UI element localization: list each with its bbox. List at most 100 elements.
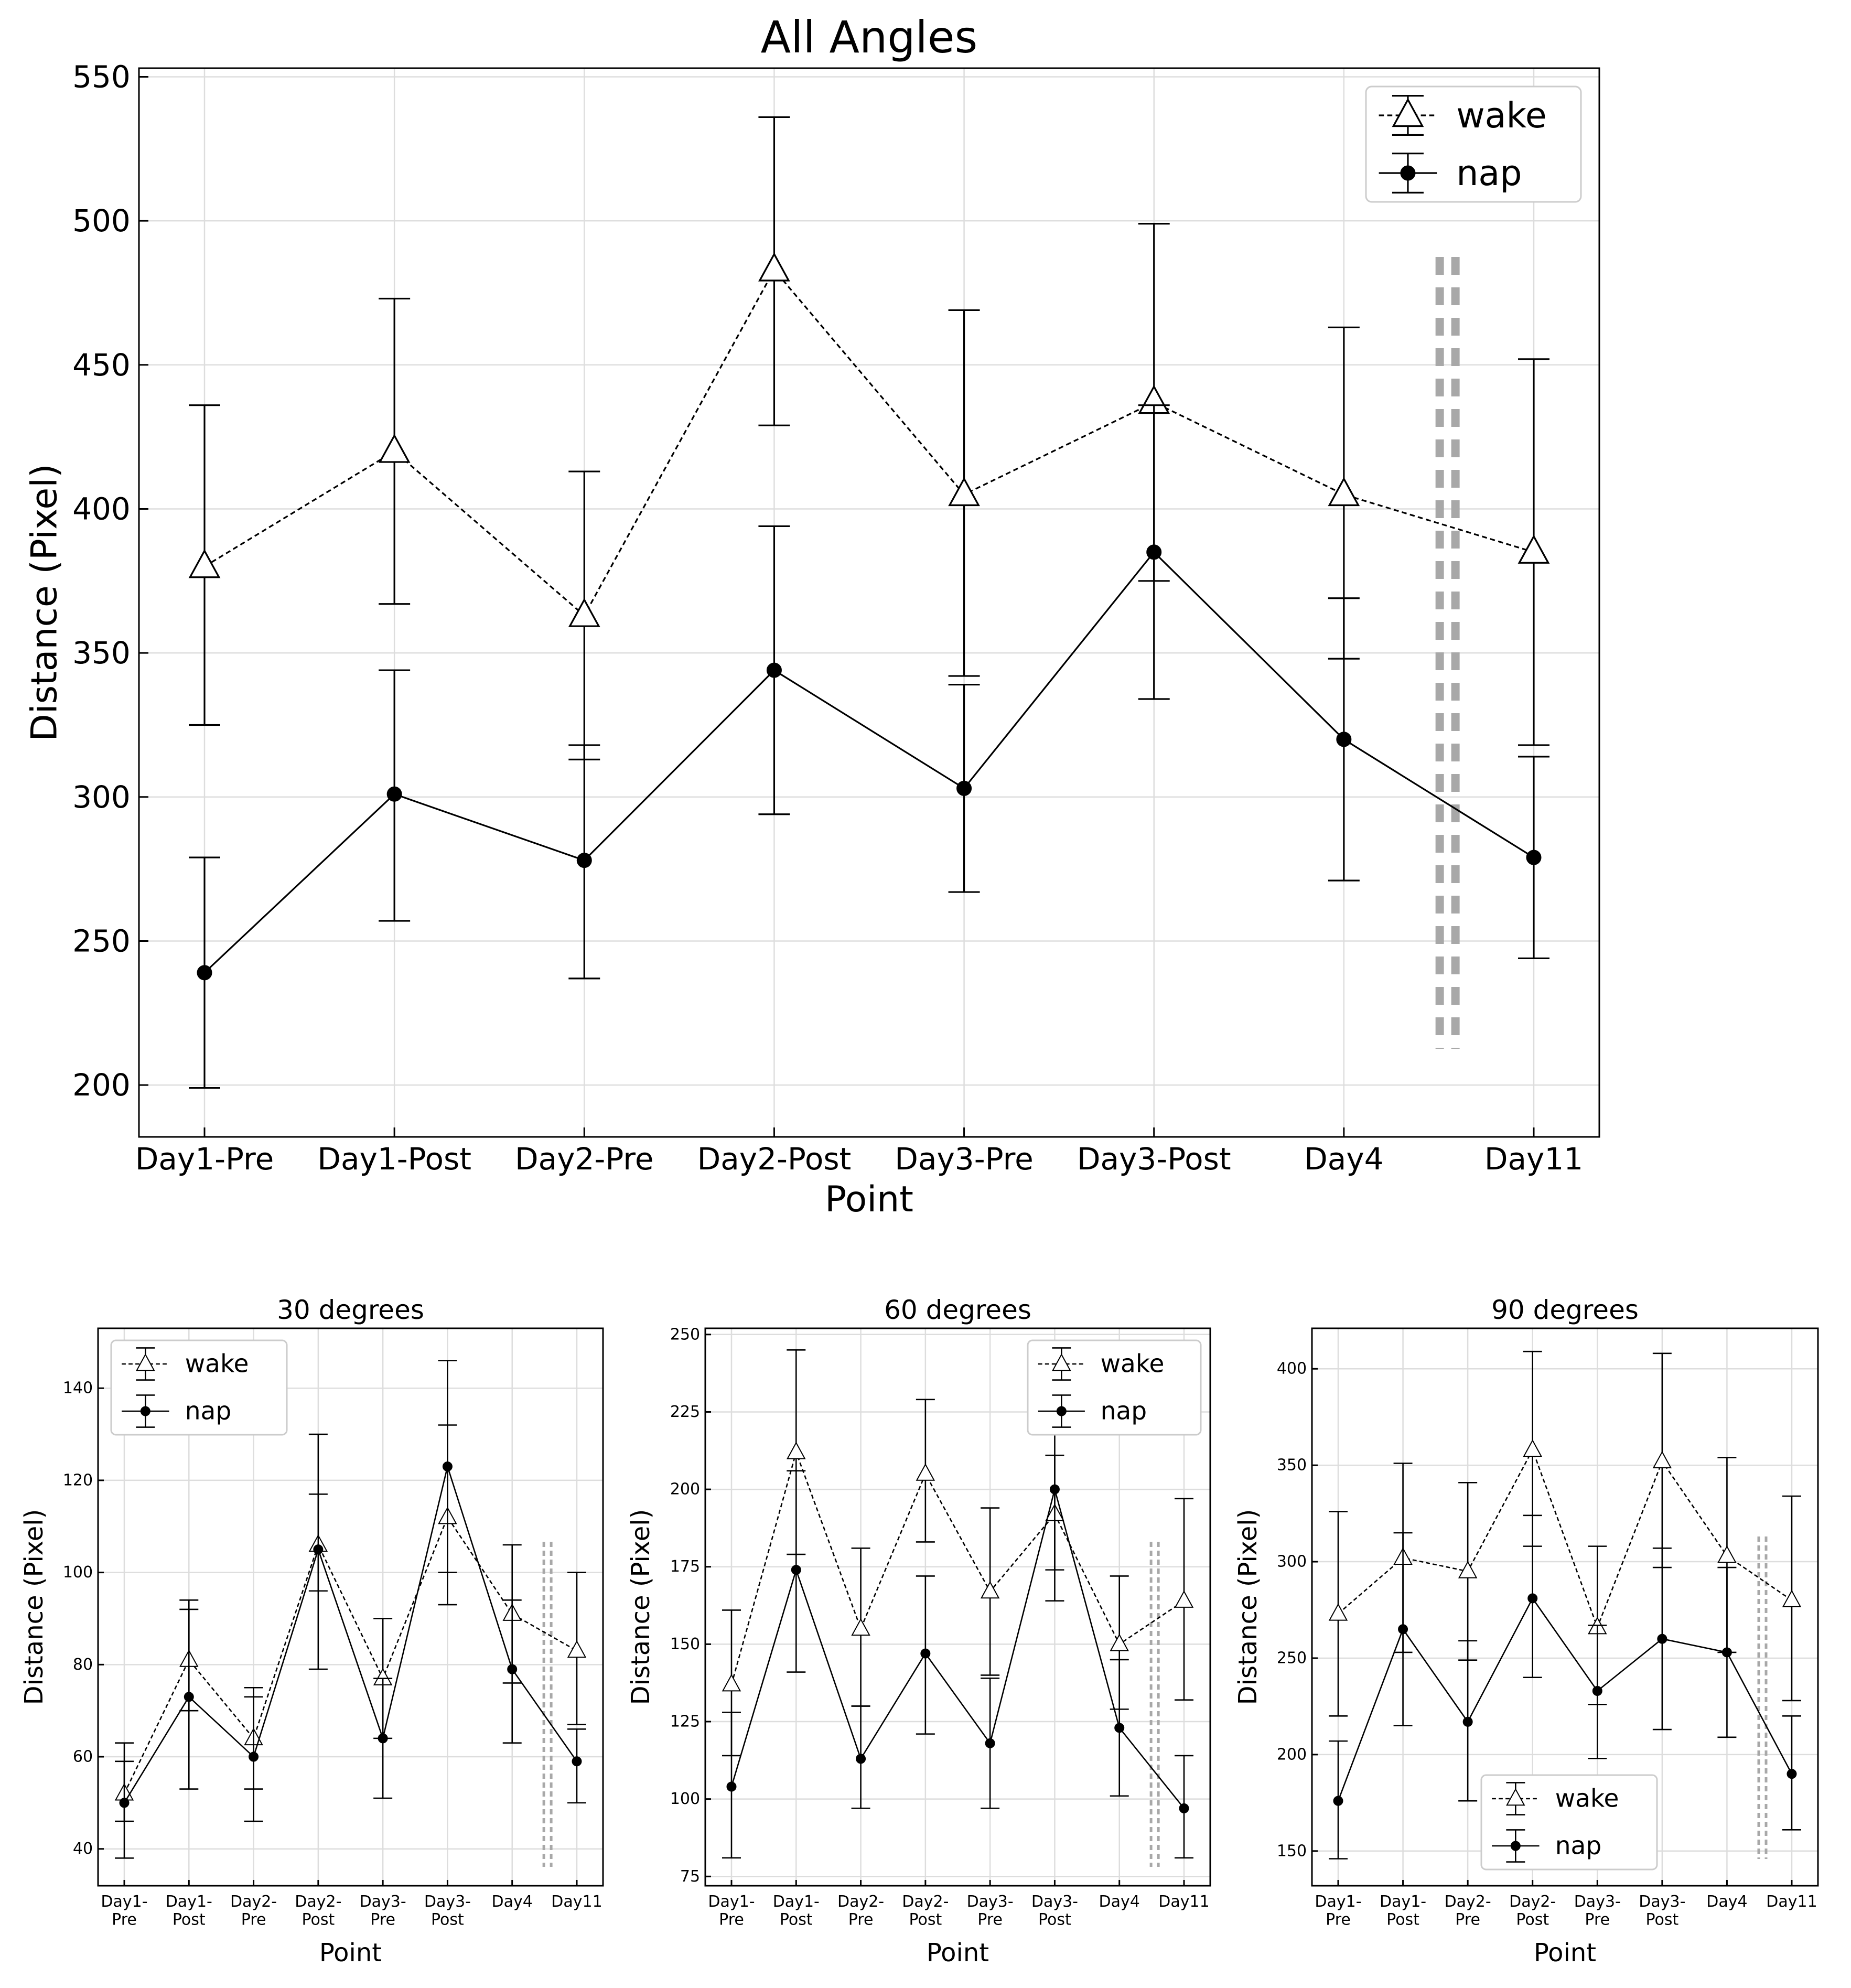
x-tick-label: Day11 [1484,1141,1583,1177]
y-tick-label: 400 [1277,1360,1307,1378]
x-tick-label: Day2-Pre [1445,1893,1491,1929]
legend: wake nap [1480,1774,1658,1871]
x-tick-label: Day3-Post [424,1893,471,1929]
chart-panel-2: 40 60 80 100 120 140 Day1-Pre Day1-Post Day2-Pre… [19,1295,604,1968]
wake-point [378,434,411,463]
x-tick-label: Day1-Pre [135,1141,274,1177]
y-tick-label: 120 [63,1471,93,1489]
legend-label: wake [1555,1785,1619,1813]
nap-point [386,786,402,802]
x-tick-label: Day11 [551,1893,602,1911]
chart-title: 90 degrees [1491,1295,1639,1325]
x-tick-label: Day4 [1099,1893,1140,1911]
legend-label: nap [1101,1397,1147,1426]
y-tick-label: 250 [1277,1649,1307,1667]
x-axis-label: Point [319,1938,382,1968]
wake-point [1652,1450,1672,1469]
nap-point [1462,1716,1473,1727]
nap-point [576,853,592,868]
y-tick-label: 200 [72,1067,131,1103]
legend: wake nap [110,1339,288,1436]
nap-point [920,1648,931,1659]
nap-series-line [1337,1597,1793,1801]
x-tick-label: Day2-Post [1509,1893,1556,1929]
wake-point [916,1463,935,1481]
x-tick-label: Day4 [1304,1141,1383,1177]
x-tick-label: Day11 [1158,1893,1209,1911]
y-tick-label: 550 [72,59,131,94]
wake-point [948,477,980,507]
wake-point [980,1581,1000,1599]
x-tick-label: Day3-Post [1031,1893,1078,1929]
x-tick-label: Day2-Post [902,1893,949,1929]
x-tick-label: Day4 [1706,1893,1747,1911]
legend: wake nap [1365,85,1582,203]
x-tick-label: Day2-Pre [837,1893,884,1929]
legend: wake nap [1027,1339,1202,1436]
legend-marker [1052,1353,1071,1371]
legend-label: wake [185,1350,249,1379]
nap-point [184,1692,194,1702]
nap-point [1114,1723,1125,1733]
x-tick-label: Day1-Post [317,1141,471,1177]
nap-point [249,1751,259,1762]
wake-point [568,598,600,627]
nap-point [726,1781,737,1792]
x-tick-label: Day11 [1766,1893,1817,1911]
nap-series-line [203,551,1534,974]
y-tick-label: 140 [63,1379,93,1398]
nap-point [791,1565,801,1575]
legend-marker [136,1353,155,1371]
nap-point [197,965,212,981]
nap-point [507,1664,518,1674]
y-tick-label: 200 [670,1480,700,1499]
wake-point [1717,1545,1737,1563]
nap-point [1721,1647,1732,1658]
wake-point [722,1674,741,1692]
wake-point [188,549,221,578]
chart-title: All Angles [761,12,978,63]
nap-point [956,780,972,796]
y-tick-label: 100 [63,1563,93,1582]
chart-panel-1: 200 250 300 350 400 450 500 550 Day1-Pre Day1-Pos… [24,12,1600,1220]
chart-title: 60 degrees [884,1295,1031,1325]
y-axis-label: Distance (Pixel) [626,1509,655,1705]
x-tick-label: Day3-Pre [967,1893,1014,1929]
legend-label: wake [1101,1350,1165,1379]
y-tick-label: 150 [670,1635,700,1653]
legend-marker [140,1406,150,1416]
y-tick-label: 225 [670,1403,700,1421]
nap-point [856,1754,866,1764]
x-tick-label: Day3-Post [1077,1141,1231,1177]
y-tick-label: 100 [670,1790,700,1808]
nap-point [1336,732,1352,747]
nap-point [1333,1796,1343,1806]
y-tick-label: 350 [72,635,131,671]
legend-marker [1056,1406,1067,1416]
nap-point [1179,1803,1189,1813]
x-tick-label: Day1-Pre [708,1893,755,1929]
wake-series-line [1338,1448,1792,1629]
x-tick-label: Day4 [492,1893,533,1911]
x-tick-label: Day2-Pre [230,1893,277,1929]
legend-label: nap [1555,1832,1601,1861]
x-tick-label: Day1-Post [166,1893,212,1929]
x-axis-label: Point [825,1179,913,1220]
wake-series-line [730,1449,1185,1685]
y-axis-label: Distance (Pixel) [1233,1509,1263,1705]
chart-title: 30 degrees [277,1295,424,1325]
wake-point [1174,1590,1194,1608]
nap-point [1146,544,1162,560]
wake-point [1782,1589,1802,1607]
y-tick-label: 175 [670,1557,700,1576]
x-axis-label: Point [1534,1938,1596,1968]
wake-point [1518,534,1550,564]
x-axis-label: Point [927,1938,989,1968]
plot-frame [1311,1327,1819,1887]
wake-point [1328,477,1360,507]
nap-series-line [730,1486,1185,1809]
y-tick-label: 250 [670,1325,700,1344]
nap-point [1787,1769,1797,1779]
x-tick-label: Day2-Post [697,1141,852,1177]
